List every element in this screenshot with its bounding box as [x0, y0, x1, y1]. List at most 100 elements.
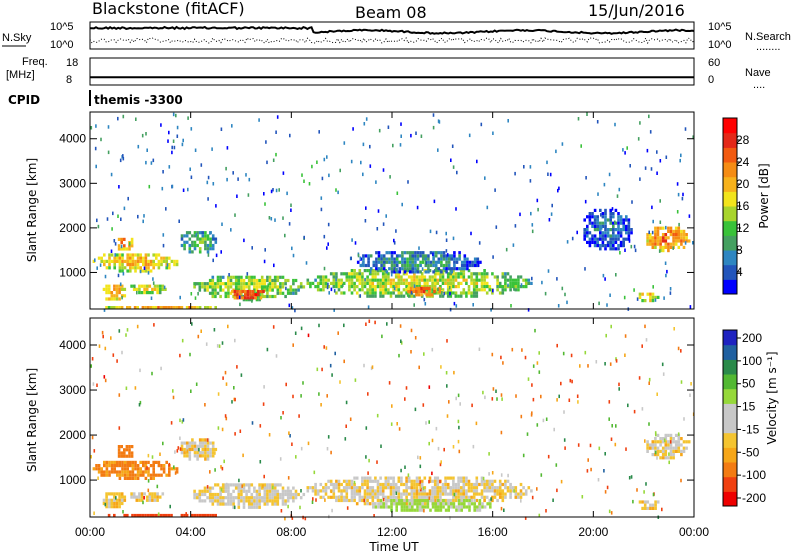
data-cell	[390, 272, 393, 277]
data-cell	[527, 278, 531, 282]
data-cell	[115, 498, 119, 502]
data-cell	[413, 508, 417, 512]
data-cell	[118, 505, 121, 509]
data-cell	[431, 479, 434, 483]
data-cell	[324, 486, 328, 490]
data-cell	[253, 496, 256, 500]
data-cell	[208, 496, 212, 500]
data-cell	[108, 460, 111, 464]
data-cell	[480, 278, 484, 282]
data-cell	[340, 285, 343, 289]
data-cell	[591, 215, 594, 219]
data-cell	[400, 134, 402, 138]
data-cell	[381, 486, 385, 490]
data-cell	[211, 492, 215, 497]
data-cell	[468, 505, 471, 509]
data-cell	[149, 464, 153, 468]
data-cell	[93, 511, 95, 515]
data-cell	[207, 175, 210, 180]
data-cell	[216, 285, 220, 289]
data-cell	[351, 238, 353, 242]
data-cell	[485, 285, 489, 289]
data-cell	[266, 486, 269, 490]
data-cell	[214, 451, 216, 455]
data-cell	[396, 267, 398, 272]
data-cell	[276, 489, 280, 493]
data-cell	[459, 402, 461, 406]
data-cell	[604, 490, 607, 494]
data-cell	[322, 281, 325, 285]
data-cell	[379, 492, 382, 496]
data-cell	[258, 489, 261, 493]
data-cell	[648, 230, 650, 235]
data-cell	[324, 281, 328, 285]
data-cell	[119, 282, 122, 286]
data-cell	[208, 282, 212, 286]
data-cell	[117, 237, 121, 241]
data-cell	[517, 288, 520, 292]
power-colorbar-tick-label: 12	[736, 221, 750, 235]
data-cell	[422, 403, 425, 407]
data-cell	[491, 498, 494, 503]
data-cell	[221, 466, 224, 471]
data-cell	[453, 260, 456, 264]
data-cell	[630, 475, 633, 479]
data-cell	[225, 382, 228, 386]
data-cell	[153, 287, 157, 291]
data-cell	[345, 486, 349, 490]
data-cell	[436, 479, 440, 483]
data-cell	[457, 285, 460, 289]
data-cell	[403, 257, 407, 261]
data-cell	[426, 495, 429, 499]
data-cell	[449, 489, 453, 493]
data-cell	[129, 256, 132, 260]
data-cell	[423, 297, 426, 302]
data-cell	[144, 460, 148, 464]
data-cell	[215, 204, 217, 208]
data-cell	[504, 272, 507, 276]
data-cell	[376, 281, 380, 285]
data-cell	[410, 479, 414, 483]
data-cell	[406, 251, 409, 255]
data-cell	[131, 513, 134, 518]
data-cell	[152, 281, 155, 285]
data-cell	[624, 353, 626, 357]
data-cell	[169, 504, 171, 509]
data-cell	[459, 489, 463, 493]
data-cell	[330, 287, 333, 292]
data-cell	[289, 133, 291, 138]
data-cell	[468, 133, 471, 138]
data-cell	[664, 437, 668, 441]
data-cell	[455, 260, 459, 264]
data-cell	[211, 444, 215, 448]
data-cell	[245, 298, 248, 302]
data-cell	[126, 473, 129, 477]
data-cell	[292, 253, 295, 258]
data-cell	[397, 476, 401, 480]
data-cell	[97, 256, 101, 260]
data-cell	[488, 452, 490, 456]
data-cell	[405, 492, 408, 496]
data-cell	[126, 460, 129, 464]
data-cell	[442, 251, 446, 255]
data-cell	[639, 121, 641, 125]
data-cell	[367, 263, 370, 268]
data-cell	[121, 467, 124, 471]
data-cell	[175, 263, 179, 267]
data-cell	[242, 298, 246, 302]
data-cell	[240, 278, 243, 283]
data-cell	[385, 502, 388, 506]
data-cell	[408, 267, 412, 271]
data-cell	[325, 346, 328, 350]
data-cell	[397, 486, 401, 490]
data-cell	[656, 239, 660, 243]
data-cell	[139, 473, 142, 477]
data-cell	[622, 221, 625, 225]
data-cell	[586, 240, 589, 244]
data-cell	[198, 240, 202, 244]
data-cell	[125, 333, 127, 337]
data-cell	[182, 418, 185, 422]
data-cell	[663, 438, 666, 442]
data-cell	[131, 476, 135, 480]
data-cell	[433, 489, 437, 493]
